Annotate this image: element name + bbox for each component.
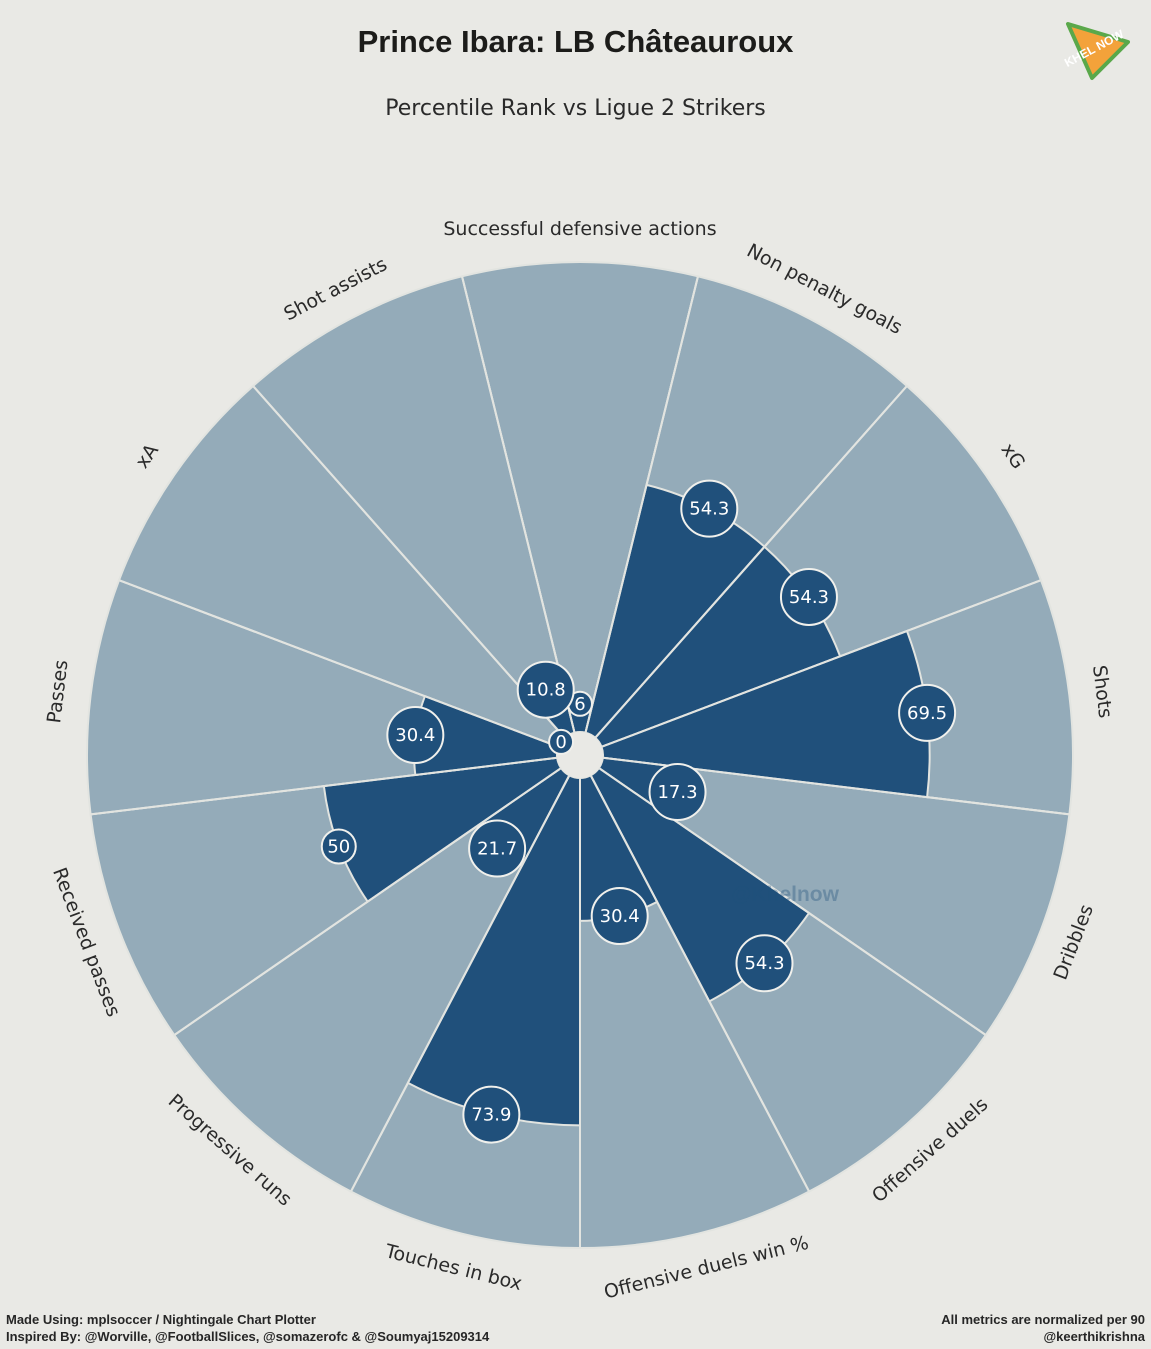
category-label: Shots [1088, 664, 1116, 719]
value-label: 0 [555, 732, 566, 753]
slice-divider [173, 767, 562, 1036]
footer-normalized-note: All metrics are normalized per 90 [941, 1312, 1145, 1327]
value-badge: 54.3 [680, 479, 739, 538]
footer-credits: Made Using: mplsoccer / Nightingale Char… [6, 1311, 489, 1345]
value-label: 73.9 [471, 1105, 511, 1126]
footer-notes: All metrics are normalized per 90 @keert… [941, 1311, 1145, 1345]
category-label: Passes [43, 659, 73, 725]
value-label: 54.3 [689, 499, 729, 520]
footer-inspired-by: Inspired By: @Worville, @FootballSlices,… [6, 1329, 490, 1344]
slice-divider [589, 774, 810, 1192]
footer-author: @keerthikrishna [1043, 1329, 1145, 1344]
value-label: 21.7 [477, 839, 517, 860]
category-label: xG [996, 439, 1029, 473]
value-badge: 69.5 [898, 683, 957, 742]
category-label: Successful defensive actions [443, 218, 716, 240]
value-badge-circle [648, 762, 707, 821]
value-badge-circle [779, 567, 838, 626]
value-label: 54.3 [789, 587, 829, 608]
value-badge: 30.4 [590, 887, 649, 946]
value-badge: 50 [320, 828, 357, 865]
slice-divider [350, 774, 571, 1192]
value-badge-circle [680, 479, 739, 538]
khel-now-logo: KHEL NOW [1062, 22, 1130, 80]
category-label: xA [131, 440, 163, 472]
slice-divider [584, 276, 699, 733]
value-label: 17.3 [657, 782, 697, 803]
chart-title: Prince Ibara: LB Châteauroux [357, 24, 794, 59]
category-label: Dribbles [1049, 902, 1097, 983]
value-badges: 6 54.3 54.3 69.5 17.3 54.3 30.4 73.9 21.7 50 30.4 0… [320, 479, 957, 1144]
value-badge: 0 [548, 728, 575, 755]
slice-divider [252, 385, 566, 739]
value-label: 30.4 [600, 906, 640, 927]
value-badge: 17.3 [648, 762, 707, 821]
value-badge: 6 [567, 690, 593, 717]
value-badge-circle [548, 728, 575, 755]
value-slices [322, 483, 931, 1127]
slice-divider [594, 385, 908, 739]
value-badge-circle [320, 828, 357, 865]
value-badge-circle [386, 706, 445, 765]
category-label: Touches in box [382, 1240, 524, 1295]
value-badge: 54.3 [779, 567, 838, 626]
slice-divider [118, 579, 559, 748]
value-label: 54.3 [744, 953, 784, 974]
slice-divider [461, 276, 576, 733]
value-badge: 73.9 [462, 1085, 521, 1144]
value-label: 69.5 [907, 703, 947, 724]
value-badge-circle [898, 683, 957, 742]
value-label: 50 [327, 836, 350, 857]
value-badge-circle [735, 934, 794, 993]
value-label: 10.8 [526, 680, 566, 701]
value-badge-circle [462, 1085, 521, 1144]
value-badge: 30.4 [386, 706, 445, 765]
value-badge: 54.3 [735, 934, 794, 993]
value-badge-circle [468, 819, 527, 878]
watermark: @Khelnow [731, 883, 840, 906]
khel-now-pennant-icon [1066, 22, 1130, 80]
value-label: 6 [574, 694, 585, 715]
value-badge-circle [516, 660, 575, 719]
value-badge: 10.8 [516, 660, 575, 719]
slice-divider [601, 579, 1042, 748]
chart-subtitle: Percentile Rank vs Ligue 2 Strikers [385, 96, 766, 121]
value-badge: 21.7 [468, 819, 527, 878]
value-badge-circle [590, 887, 649, 946]
footer-made-using: Made Using: mplsoccer / Nightingale Char… [6, 1312, 316, 1327]
value-label: 30.4 [395, 725, 435, 746]
slice-divider [90, 756, 558, 816]
